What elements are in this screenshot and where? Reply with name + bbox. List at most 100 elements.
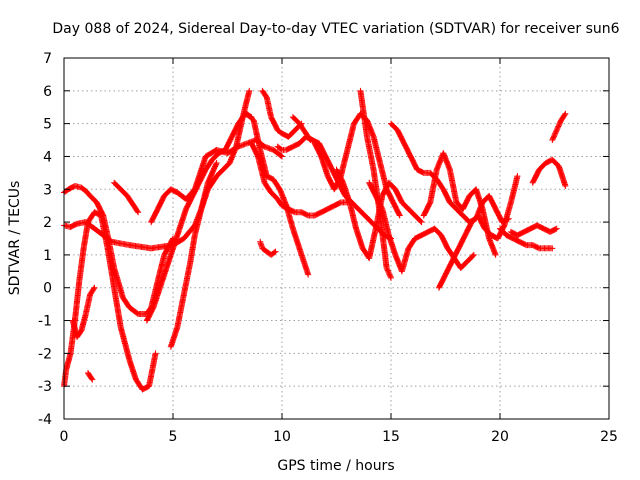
data-point-run — [140, 383, 151, 392]
data-point-run — [447, 200, 459, 211]
data-point-run — [379, 207, 392, 237]
data-point-run — [392, 187, 405, 205]
series-track-16 — [311, 110, 403, 219]
data-point-run — [515, 229, 526, 238]
data-point-run — [181, 259, 194, 297]
data-point-run — [297, 121, 307, 133]
y-tick-label: -2 — [38, 346, 52, 362]
data-point-run — [456, 233, 468, 251]
data-point-run — [260, 246, 269, 254]
data-point-run — [427, 167, 440, 205]
data-point-run — [440, 187, 453, 205]
y-tick-label: 0 — [43, 281, 52, 297]
data-point-run — [511, 236, 522, 245]
data-point-run — [222, 134, 235, 152]
data-point-run — [104, 246, 117, 290]
data-point-run — [438, 233, 451, 251]
data-point — [549, 245, 556, 252]
data-point-run — [319, 206, 330, 215]
data-point-run — [275, 144, 284, 153]
data-point-run — [170, 226, 183, 251]
axis-ticks: 0 5 10 15 20 25 -4 -3 -2 -1 0 1 2 3 4 5 6 7 — [38, 51, 618, 445]
data-point-run — [275, 197, 285, 208]
data-point-run — [530, 167, 542, 185]
data-point — [152, 350, 159, 357]
data-point-run — [205, 174, 219, 192]
data-point-run — [462, 220, 475, 238]
data-point-run — [174, 292, 187, 329]
y-tick-label: 3 — [43, 182, 52, 198]
data-point-run — [90, 285, 97, 293]
data-point-run — [245, 111, 256, 123]
data-point-run — [325, 203, 337, 212]
y-tick-label: 4 — [43, 149, 52, 165]
data-point-run — [229, 121, 241, 139]
data-point-run — [388, 121, 400, 133]
data-point-run — [340, 180, 353, 205]
data-point-run — [255, 154, 268, 185]
data-point-run — [187, 233, 198, 264]
data-point-run — [537, 161, 548, 172]
data-point-run — [373, 193, 385, 211]
data-point-run — [419, 229, 430, 238]
x-tick-label: 25 — [600, 429, 618, 445]
y-axis-label: SDTVAR / TECUs — [7, 181, 23, 296]
series-track-7 — [167, 87, 253, 350]
data-point-run — [161, 236, 176, 257]
data-point-run — [353, 226, 366, 251]
data-point-run — [290, 115, 302, 126]
data-point-run — [111, 266, 126, 300]
data-point-run — [176, 207, 189, 231]
data-point — [562, 182, 569, 189]
data-point-run — [399, 246, 412, 274]
series-track-24 — [507, 222, 560, 239]
data-point-run — [168, 186, 180, 195]
series-track-4 — [111, 179, 142, 216]
data-point-run — [260, 88, 269, 100]
series-track-19 — [366, 179, 477, 275]
data-point-run — [76, 246, 87, 283]
data-point — [418, 219, 425, 226]
data-point-run — [221, 161, 232, 172]
data-point-run — [163, 246, 176, 270]
data-point-run — [157, 266, 170, 290]
data-point-run — [83, 188, 93, 198]
data-point-run — [554, 118, 564, 132]
data-point-run — [262, 180, 274, 195]
data-point-run — [535, 222, 546, 232]
data-point-run — [210, 151, 221, 162]
series-track-6 — [84, 370, 96, 383]
data-point-run — [144, 305, 156, 323]
data-point-run — [264, 249, 273, 258]
data-point — [213, 160, 220, 167]
data-point-run — [131, 203, 141, 215]
y-tick-label: 7 — [43, 51, 52, 67]
data-point-run — [264, 95, 274, 119]
data-point-run — [473, 187, 486, 211]
series-track-26 — [549, 110, 569, 144]
data-point-run — [449, 246, 461, 264]
data-point-run — [460, 193, 472, 211]
data-point-run — [486, 236, 499, 257]
data-point-run — [225, 144, 241, 156]
data-point — [562, 110, 569, 117]
data-point-run — [155, 193, 167, 211]
data-point-run — [68, 221, 79, 230]
data-point-run — [318, 154, 331, 178]
data-point-run — [83, 292, 93, 316]
data-point-run — [493, 207, 505, 224]
data-point-run — [395, 128, 407, 146]
data-point-run — [486, 193, 499, 211]
data-point-run — [454, 206, 465, 218]
data-point-run — [62, 187, 71, 195]
data-point-run — [312, 209, 324, 218]
data-point-run — [85, 371, 93, 379]
data-point-run — [346, 200, 359, 231]
data-point-run — [271, 147, 284, 159]
data-point-run — [436, 272, 448, 290]
data-point-run — [458, 259, 470, 271]
data-point-run — [408, 154, 420, 172]
data-point-run — [284, 144, 295, 153]
data-point — [272, 248, 279, 255]
